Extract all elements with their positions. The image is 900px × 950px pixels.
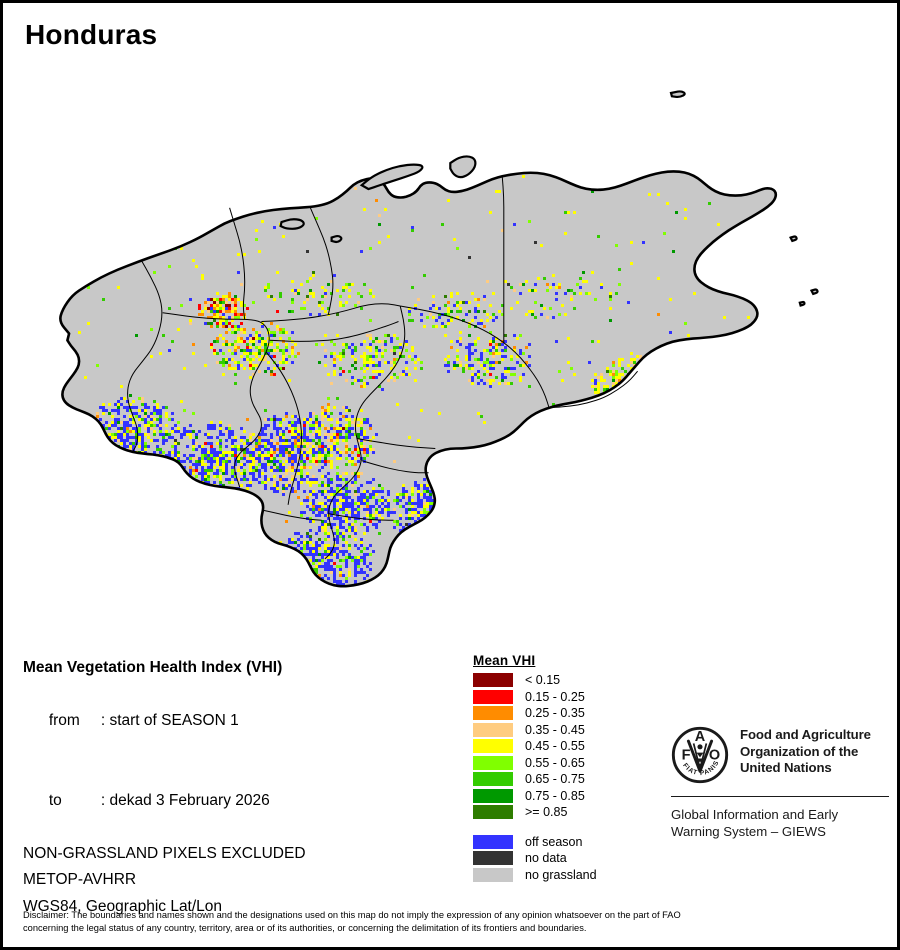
department-boundary-11 <box>548 370 638 409</box>
fao-org-line-3: United Nations <box>740 760 832 775</box>
legend-swatch-class-3 <box>473 722 513 737</box>
department-boundary-13 <box>328 513 394 521</box>
department-boundary-12 <box>361 460 429 474</box>
metadata-heading: Mean Vegetation Health Index (VHI) <box>23 659 283 676</box>
metadata-exclusion-note: NON-GRASSLAND PIXELS EXCLUDED <box>23 844 306 862</box>
fao-branding: F A O FIAT PANIS Food and Agriculture Or… <box>671 726 889 840</box>
legend-swatch-class-4 <box>473 739 513 754</box>
legend-row-class-8: >= 0.85 <box>473 804 663 821</box>
fao-logo-icon: F A O FIAT PANIS <box>671 726 729 784</box>
legend-swatch-special-1 <box>473 851 513 866</box>
page-title: Honduras <box>25 19 158 50</box>
island-cay-east-2 <box>809 288 819 296</box>
legend-label-class-8: >= 0.85 <box>525 805 568 820</box>
department-boundary-1 <box>162 312 270 488</box>
to-label: to <box>48 791 62 809</box>
island-utila <box>279 218 305 230</box>
legend-label-class-1: 0.15 - 0.25 <box>525 689 585 704</box>
department-boundary-0 <box>127 259 163 453</box>
legend-row-class-3: 0.35 - 0.45 <box>473 722 663 739</box>
giews-label: Global Information and Early Warning Sys… <box>671 806 889 840</box>
island-cayos-cochinos <box>330 234 343 244</box>
legend-row-class-1: 0.15 - 0.25 <box>473 689 663 706</box>
legend-row-class-4: 0.45 - 0.55 <box>473 738 663 755</box>
legend-swatch-special-0 <box>473 834 513 849</box>
to-value: dekad 3 February 2026 <box>109 791 270 809</box>
island-roatan <box>359 163 424 191</box>
legend-label-class-3: 0.35 - 0.45 <box>525 722 585 737</box>
legend-label-class-7: 0.75 - 0.85 <box>525 788 585 803</box>
national-border <box>59 170 778 588</box>
island-cay-east-3 <box>798 300 806 307</box>
legend-label-class-2: 0.25 - 0.35 <box>525 706 585 721</box>
legend-spacer <box>473 821 663 834</box>
from-value: start of SEASON 1 <box>109 712 239 729</box>
department-boundary-2 <box>229 207 246 320</box>
legend-row-class-5: 0.55 - 0.65 <box>473 755 663 772</box>
legend-label-special-0: off season <box>525 834 583 849</box>
legend-swatch-special-2 <box>473 867 513 882</box>
fao-organization-name: Food and Agriculture Organization of the… <box>740 726 871 777</box>
legend-class-list: < 0.15 0.15 - 0.25 0.25 - 0.35 0.35 - 0.45 0… <box>473 672 663 821</box>
legend-row-class-2: 0.25 - 0.35 <box>473 705 663 722</box>
giews-line-1: Global Information and Early <box>671 807 839 822</box>
department-boundary-5 <box>324 305 406 560</box>
legend-swatch-class-8 <box>473 805 513 820</box>
legend-label-special-2: no grassland <box>525 867 597 882</box>
legend-row-class-6: 0.65 - 0.75 <box>473 771 663 788</box>
legend-swatch-class-7 <box>473 788 513 803</box>
disclaimer-line-2: concerning the legal status of any count… <box>23 922 587 933</box>
map-metadata: Mean Vegetation Health Index (VHI) from:… <box>23 655 453 920</box>
from-sep: : <box>100 712 106 729</box>
legend-special-list: off season no data no grassland <box>473 834 663 884</box>
giews-line-2: Warning System – GIEWS <box>671 824 826 839</box>
metadata-sensor: METOP-AVHRR <box>23 871 137 888</box>
islands-layer <box>279 90 819 307</box>
island-cay-east-1 <box>789 235 798 243</box>
legend-row-class-7: 0.75 - 0.85 <box>473 788 663 805</box>
legend-row-special-0: off season <box>473 834 663 851</box>
legend-swatch-class-5 <box>473 755 513 770</box>
department-boundary-7 <box>266 352 303 505</box>
from-label: from <box>48 712 80 729</box>
metadata-projection: WGS84, Geographic Lat/Lon <box>23 897 223 915</box>
island-swan-islands <box>669 90 686 99</box>
honduras-vhi-map[interactable] <box>6 58 897 638</box>
department-boundaries <box>127 175 638 560</box>
legend-swatch-class-0 <box>473 673 513 688</box>
disclaimer-text: Disclaimer: The boundaries and names sho… <box>23 909 878 934</box>
fao-org-line-1: Food and Agriculture <box>740 727 871 742</box>
legend-label-class-0: < 0.15 <box>525 673 561 688</box>
disclaimer-line-1: Disclaimer: The boundaries and names sho… <box>23 910 681 920</box>
metadata-row-from: from: start of SEASON 1 <box>23 682 453 762</box>
department-boundary-6 <box>269 321 399 342</box>
metadata-row-to: to: dekad 3 February 2026 <box>23 761 453 841</box>
legend-label-class-6: 0.65 - 0.75 <box>525 772 585 787</box>
department-boundary-10 <box>501 175 505 343</box>
legend-row-class-0: < 0.15 <box>473 672 663 689</box>
legend-row-special-1: no data <box>473 850 663 867</box>
legend-label-special-1: no data <box>525 851 567 866</box>
country-base <box>60 171 776 587</box>
legend-swatch-class-2 <box>473 706 513 721</box>
to-sep: : <box>100 791 106 809</box>
legend-swatch-class-6 <box>473 772 513 787</box>
legend-title: Mean VHI <box>473 653 536 668</box>
department-boundary-14 <box>262 509 322 521</box>
department-boundary-4 <box>309 206 334 316</box>
legend-swatch-class-1 <box>473 689 513 704</box>
department-boundary-3 <box>261 303 401 322</box>
department-boundary-9 <box>400 305 550 408</box>
legend-label-class-5: 0.55 - 0.65 <box>525 755 585 770</box>
legend-row-special-2: no grassland <box>473 867 663 884</box>
fao-divider <box>671 796 889 797</box>
map-legend: Mean VHI < 0.15 0.15 - 0.25 0.25 - 0.35 0.3… <box>473 653 663 883</box>
department-boundary-8 <box>356 438 436 449</box>
fao-org-line-2: Organization of the <box>740 743 859 759</box>
map-canvas[interactable] <box>6 58 897 638</box>
legend-label-class-4: 0.45 - 0.55 <box>525 739 585 754</box>
island-guanaja <box>449 155 477 179</box>
